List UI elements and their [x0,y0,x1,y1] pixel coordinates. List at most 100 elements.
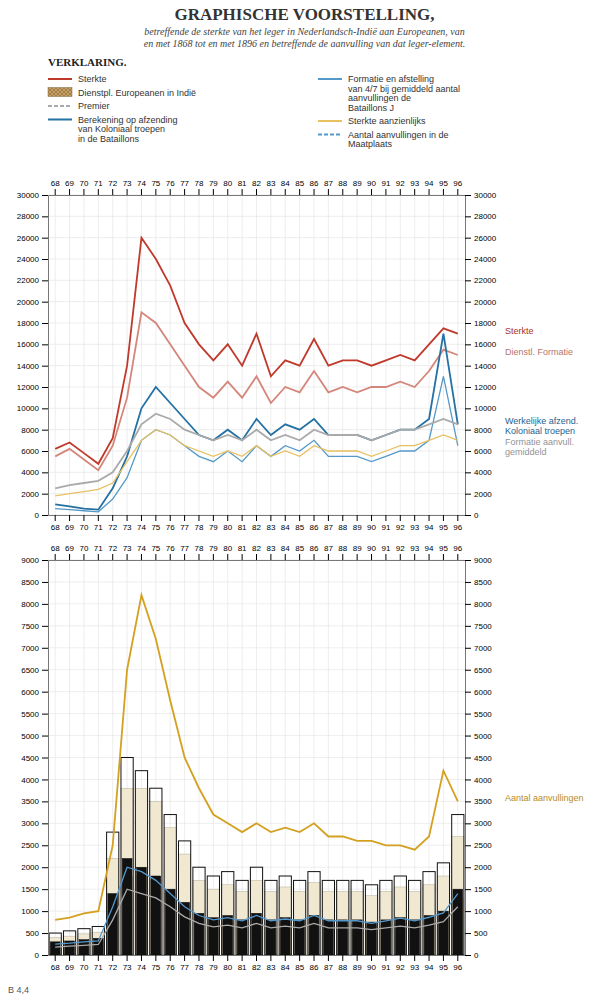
axis-line [48,561,49,956]
tick-label: 82 [252,523,261,532]
tick-label: 81 [238,544,247,553]
tick: 2500 [465,841,492,850]
tick: 90 [367,179,376,195]
tick: 70 [79,179,88,195]
tick: 95 [439,179,448,195]
bar [410,920,420,955]
tick-label: 70 [79,179,88,188]
tick-label: 90 [367,963,376,972]
tick: 74 [137,955,146,972]
bar [380,891,392,955]
tick-mark [42,280,48,281]
tick: 85 [295,179,304,195]
tick-mark [155,515,156,521]
tick-label: 86 [310,523,319,532]
bar [437,863,449,955]
tick-mark [465,779,471,780]
tick: 93 [410,179,419,195]
tick: 94 [425,544,434,560]
tick-label: 88 [338,523,347,532]
tick-mark [42,195,48,196]
tick-mark [371,955,372,961]
tick-mark [465,560,471,561]
tick-mark [400,554,401,560]
tick: 6000 [21,447,48,456]
tick-label: 2000 [21,863,39,872]
tick-label: 71 [94,179,103,188]
tick-label: 75 [151,523,160,532]
tick: 20000 [465,298,497,307]
tick-mark [42,302,48,303]
tick-mark [227,554,228,560]
grid-line [55,195,56,515]
tick-label: 85 [295,963,304,972]
tick-mark [465,604,471,605]
tick: 74 [137,515,146,532]
tick: 87 [324,179,333,195]
bar [351,891,363,955]
tick-label: 82 [252,963,261,972]
tick-label: 88 [338,179,347,188]
tick: 92 [396,955,405,972]
tick: 8000 [21,600,48,609]
tick: 85 [295,955,304,972]
tick: 77 [180,179,189,195]
tick: 72 [108,515,117,532]
grid-line [371,195,372,515]
tick-label: 8500 [474,578,492,587]
tick-label: 88 [338,963,347,972]
tick: 24000 [465,255,497,264]
tick: 75 [151,515,160,532]
tick: 90 [367,544,376,560]
y-axis: 0500100015002000250030003500400045005000… [21,556,48,960]
tick: 1000 [21,907,48,916]
tick: 94 [425,179,434,195]
tick-mark [465,714,471,715]
tick-label: 73 [123,544,132,553]
tick: 73 [123,544,132,560]
tick-label: 76 [166,544,175,553]
tick-label: 5000 [21,732,39,741]
bar [137,867,147,955]
tick-label: 83 [266,523,275,532]
tick-label: 90 [367,544,376,553]
tick: 83 [266,515,275,532]
tick-label: 70 [79,523,88,532]
tick: 26000 [17,234,48,243]
bar-series [49,788,464,955]
bar [294,891,306,955]
tick-label: 22000 [17,276,40,285]
legend-swatch [318,78,342,80]
bar [178,854,190,955]
tick-label: 89 [353,963,362,972]
tick-mark [256,554,257,560]
tick-mark [357,515,358,521]
grid-line [155,195,156,515]
tick-label: 70 [79,544,88,553]
tick-label: 80 [223,179,232,188]
bar [135,771,147,955]
tick: 86 [310,544,319,560]
legend-swatch [48,119,72,121]
tick: 5500 [465,710,492,719]
tick-mark [465,955,471,956]
tick-label: 7000 [21,644,39,653]
tick: 1500 [21,885,48,894]
bar [265,880,277,955]
tick: 2000 [465,490,492,499]
tick: 68 [51,179,60,195]
grid [48,560,465,955]
bar [337,880,349,955]
tick-mark [443,515,444,521]
tick: 93 [410,955,419,972]
tick-label: 68 [51,544,60,553]
legend-label: Berekening op afzendingvan Koloniaal tro… [78,115,178,144]
bar [180,902,190,955]
y-axis: 0200040006000800010000120001400016000180… [465,191,497,520]
tick-mark [357,955,358,961]
tick-mark [465,387,471,388]
tick-mark [69,554,70,560]
bar [164,828,176,955]
tick-mark [465,515,471,516]
tick: 3000 [21,819,48,828]
